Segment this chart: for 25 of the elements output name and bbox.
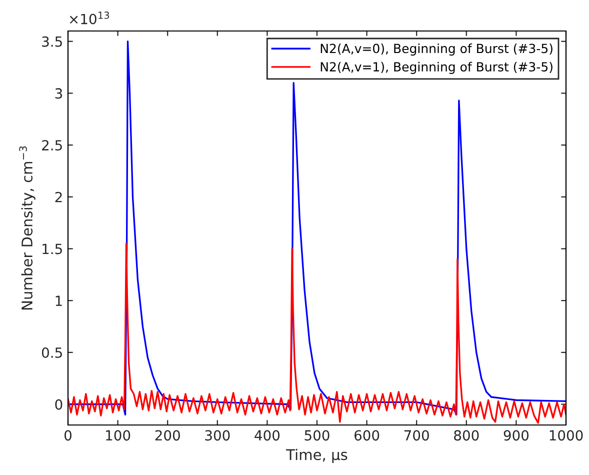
x-tick-label: 600 — [354, 430, 380, 441]
x-tick-label: 900 — [504, 430, 529, 441]
x-tick-label: 800 — [454, 430, 479, 441]
y-tick-label: 1.5 — [42, 244, 62, 254]
x-tick-label: 100 — [106, 430, 130, 441]
text: ×10$^{13}$ — [70, 12, 110, 24]
x-tick-label: 300 — [205, 430, 230, 441]
x-tick-label: 0 — [64, 430, 72, 441]
x-tick-label: 500 — [304, 430, 330, 441]
y-tick-label: 0.5 — [42, 347, 62, 358]
y-tick-label: 2 — [55, 192, 62, 202]
y-tick-label: 3 — [55, 88, 62, 99]
legend-label: N2(A,v=0), Beginning of Burst (#3-5) — [320, 44, 552, 56]
line-series — [68, 40, 566, 416]
x-tick-label: 1000 — [550, 430, 583, 441]
x-tick-label: 200 — [155, 430, 180, 441]
y-axis-title: Number Density, cm$^{−3}$ — [19, 146, 36, 310]
y-tick-label: 2.5 — [42, 140, 62, 151]
x-tick-label: 700 — [404, 430, 429, 441]
x-tick-label: 400 — [254, 430, 280, 441]
y-tick-label: 3.5 — [42, 36, 62, 47]
y-tick-label: 0 — [55, 399, 62, 410]
y-tick-label: 1 — [56, 296, 62, 306]
x-axis-title: Time, μs — [286, 448, 348, 463]
legend-label: N2(A,v=1), Beginning of Burst (#3-5) — [320, 62, 552, 74]
